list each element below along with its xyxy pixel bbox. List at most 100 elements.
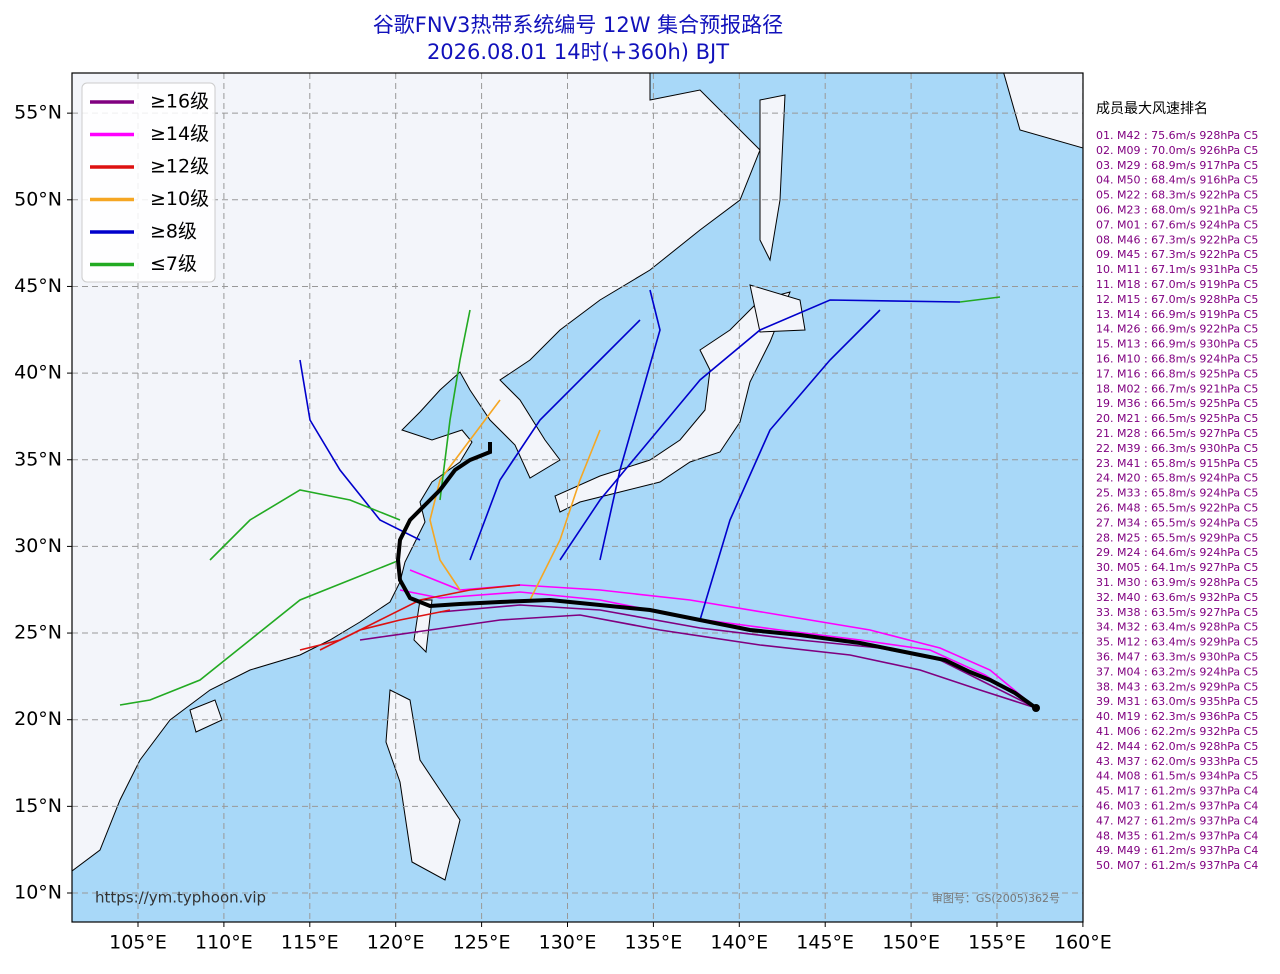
member-track [959, 296, 1001, 303]
member-track [439, 604, 1037, 709]
ranking-item: 38. M43 : 63.2m/s 929hPa C5 [1096, 680, 1258, 693]
ranking-item: 33. M38 : 63.5m/s 927hPa C5 [1096, 606, 1258, 619]
ensemble-tracks [119, 289, 1037, 709]
legend-label: ≤7级 [150, 253, 197, 275]
legend-label: ≥14级 [150, 123, 209, 145]
member-track [439, 309, 471, 501]
ranking-item: 29. M24 : 64.6m/s 924hPa C5 [1096, 546, 1258, 559]
y-tick-label: 40°N [14, 362, 62, 384]
x-tick-label: 115°E [281, 932, 339, 954]
ranking-item: 50. M07 : 61.2m/s 937hPa C4 [1096, 859, 1258, 872]
y-tick-label: 15°N [14, 795, 62, 817]
ranking-item: 12. M15 : 67.0m/s 928hPa C5 [1096, 293, 1258, 306]
member-track [429, 399, 501, 591]
x-tick-label: 160°E [1054, 932, 1112, 954]
member-track [299, 359, 421, 541]
member-track [469, 319, 641, 561]
x-tick-label: 155°E [968, 932, 1026, 954]
x-tick-label: 110°E [195, 932, 253, 954]
x-tick-label: 105°E [109, 932, 167, 954]
map: https://ym.typhoon.vip 审图号：GS(2005)362号 [72, 73, 1083, 922]
ranking-item: 41. M06 : 62.2m/s 932hPa C5 [1096, 725, 1258, 738]
approval-number: 审图号：GS(2005)362号 [932, 891, 1060, 905]
ranking-item: 21. M28 : 66.5m/s 927hPa C5 [1096, 427, 1258, 440]
x-tick-label: 130°E [539, 932, 597, 954]
ensemble-mean-track [395, 442, 1038, 710]
legend: ≥16级 ≥14级 ≥12级 ≥10级 ≥8级 ≤7级 [81, 82, 216, 283]
ranking-item: 32. M40 : 63.6m/s 932hPa C5 [1096, 591, 1258, 604]
ranking-item: 35. M12 : 63.4m/s 929hPa C5 [1096, 636, 1258, 649]
ranking-item: 31. M30 : 63.9m/s 928hPa C5 [1096, 576, 1258, 589]
ranking-item: 42. M44 : 62.0m/s 928hPa C5 [1096, 740, 1258, 753]
track-start [1032, 704, 1040, 712]
ranking-item: 30. M05 : 64.1m/s 927hPa C5 [1096, 561, 1258, 574]
ranking-item: 39. M31 : 63.0m/s 935hPa C5 [1096, 695, 1258, 708]
ranking-item: 01. M42 : 75.6m/s 928hPa C5 [1096, 129, 1258, 142]
ranking-item: 23. M41 : 65.8m/s 915hPa C5 [1096, 457, 1258, 470]
ranking-list: 01. M42 : 75.6m/s 928hPa C5 02. M09 : 70.… [1096, 129, 1258, 872]
ranking-item: 05. M22 : 68.3m/s 922hPa C5 [1096, 189, 1258, 202]
ranking-item: 40. M19 : 62.3m/s 936hPa C5 [1096, 710, 1258, 723]
ranking-item: 09. M45 : 67.3m/s 922hPa C5 [1096, 248, 1258, 261]
ranking-item: 22. M39 : 66.3m/s 930hPa C5 [1096, 442, 1258, 455]
y-tick-label: 20°N [14, 708, 62, 730]
x-tick-label: 120°E [367, 932, 425, 954]
ranking-item: 36. M47 : 63.3m/s 930hPa C5 [1096, 651, 1258, 664]
ranking-item: 19. M36 : 66.5m/s 925hPa C5 [1096, 397, 1258, 410]
member-track [119, 559, 401, 706]
ranking-item: 45. M17 : 61.2m/s 937hPa C4 [1096, 785, 1258, 798]
ranking-item: 48. M35 : 61.2m/s 937hPa C4 [1096, 829, 1258, 842]
ranking-item: 06. M23 : 68.0m/s 921hPa C5 [1096, 204, 1258, 217]
member-track [399, 589, 1037, 709]
legend-label: ≥10级 [150, 188, 209, 210]
map-frame [71, 72, 1084, 923]
ranking-item: 16. M10 : 66.8m/s 924hPa C5 [1096, 353, 1258, 366]
grid [72, 73, 1083, 922]
ranking-item: 07. M01 : 67.6m/s 924hPa C5 [1096, 218, 1258, 231]
y-tick-label: 30°N [14, 535, 62, 557]
ranking-item: 43. M37 : 62.0m/s 933hPa C5 [1096, 755, 1258, 768]
member-track [529, 429, 601, 601]
ranking-item: 49. M49 : 61.2m/s 937hPa C4 [1096, 844, 1258, 857]
y-tick-label: 35°N [14, 448, 62, 470]
ranking-item: 15. M13 : 66.9m/s 930hPa C5 [1096, 338, 1258, 351]
x-tick-label: 135°E [625, 932, 683, 954]
member-track [299, 584, 521, 651]
ranking-title: 成员最大风速排名 [1096, 101, 1208, 117]
member-track [699, 309, 881, 621]
legend-label: ≥12级 [150, 156, 209, 178]
land [72, 73, 1083, 881]
member-track [599, 289, 661, 561]
x-tick-label: 150°E [882, 932, 940, 954]
ranking-item: 04. M50 : 68.4m/s 916hPa C5 [1096, 174, 1258, 187]
member-track [359, 614, 1037, 709]
y-tick-label: 45°N [14, 275, 62, 297]
ranking-item: 25. M33 : 65.8m/s 924hPa C5 [1096, 487, 1258, 500]
legend-label: ≥8级 [150, 221, 197, 243]
x-tick-label: 140°E [710, 932, 768, 954]
member-track [319, 609, 451, 651]
subtitle: 2026.08.01 14时(+360h) BJT [427, 40, 729, 64]
ranking-item: 17. M16 : 66.8m/s 925hPa C5 [1096, 367, 1258, 380]
legend-label: ≥16级 [150, 91, 209, 113]
x-tick-label: 145°E [796, 932, 854, 954]
ranking-item: 20. M21 : 66.5m/s 925hPa C5 [1096, 412, 1258, 425]
ranking-item: 27. M34 : 65.5m/s 924hPa C5 [1096, 516, 1258, 529]
ranking-item: 08. M46 : 67.3m/s 922hPa C5 [1096, 233, 1258, 246]
member-track [559, 299, 961, 561]
ranking-item: 47. M27 : 61.2m/s 937hPa C4 [1096, 814, 1258, 827]
ranking-item: 18. M02 : 66.7m/s 921hPa C5 [1096, 382, 1258, 395]
member-track [209, 489, 401, 561]
ranking-item: 11. M18 : 67.0m/s 919hPa C5 [1096, 278, 1258, 291]
x-tick-label: 125°E [453, 932, 511, 954]
title: 谷歌FNV3热带系统编号 12W 集合预报路径 [373, 13, 783, 37]
ranking-item: 46. M03 : 61.2m/s 937hPa C4 [1096, 800, 1258, 813]
y-tick-label: 55°N [14, 102, 62, 124]
ranking-item: 26. M48 : 65.5m/s 922hPa C5 [1096, 502, 1258, 515]
y-tick-label: 10°N [14, 882, 62, 904]
ranking-item: 10. M11 : 67.1m/s 931hPa C5 [1096, 263, 1258, 276]
ranking-item: 13. M14 : 66.9m/s 919hPa C5 [1096, 308, 1258, 321]
y-tick-label: 50°N [14, 188, 62, 210]
ranking-item: 37. M04 : 63.2m/s 924hPa C5 [1096, 665, 1258, 678]
